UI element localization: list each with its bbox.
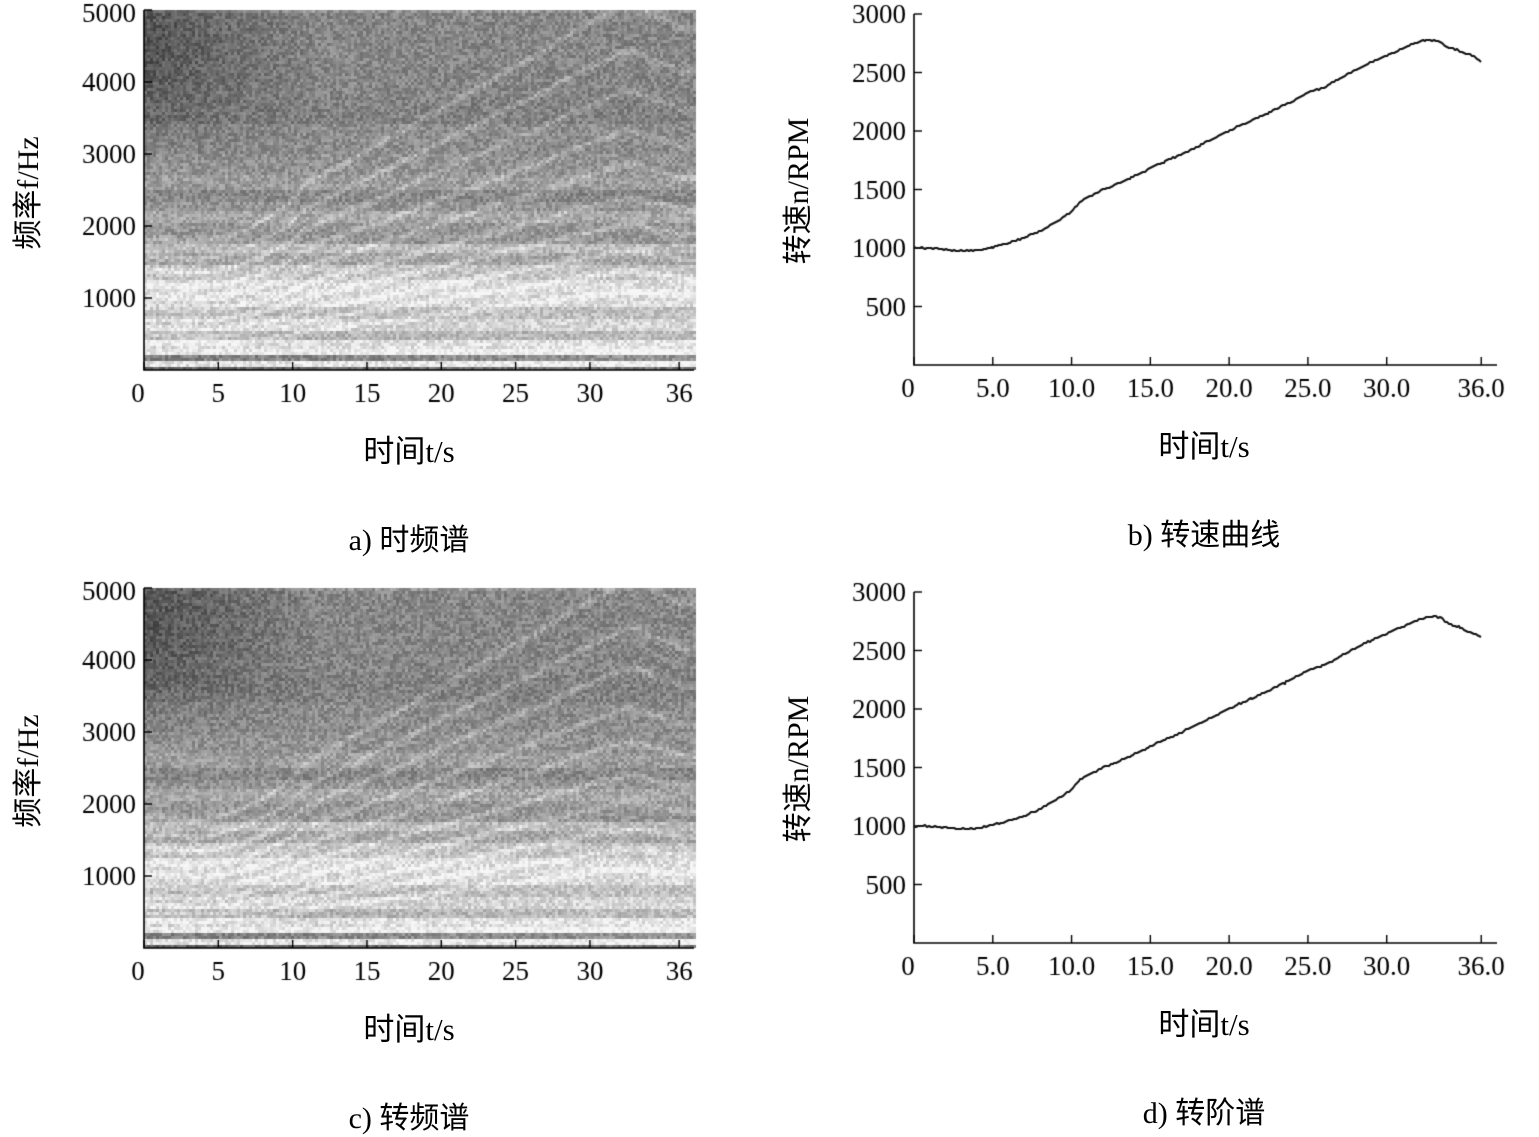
spectrogram-a-canvas [44,0,704,420]
y-axis-label-a: 频率f/Hz [12,136,45,250]
plot-area-b: 转速n/RPM [778,0,1533,415]
y-axis-label-c: 频率f/Hz [12,714,45,828]
figure-c-order-frequency-spectrum: 频率f/Hz 时间t/s c) 转频谱 [8,578,756,1137]
caption-c: c) 转频谱 [348,1102,470,1135]
y-axis-label-b: 转速n/RPM [782,117,815,265]
y-axis-label-d: 转速n/RPM [782,695,815,843]
speed-curve-d-canvas [814,578,1519,993]
caption-d: d) 转阶谱 [1142,1097,1266,1130]
x-axis-label-a: 时间t/s [363,434,455,469]
x-axis-label-c: 时间t/s [363,1012,455,1047]
plot-area-d: 转速n/RPM [778,578,1533,993]
plot-area-c: 频率f/Hz [8,578,756,998]
figure-a-time-frequency-spectrum: 频率f/Hz 时间t/s a) 时频谱 [8,0,756,559]
spectrogram-c-canvas [44,578,704,998]
figure-b-speed-curve: 转速n/RPM 时间t/s b) 转速曲线 [778,0,1533,554]
x-axis-label-b: 时间t/s [1158,429,1250,464]
caption-b: b) 转速曲线 [1127,519,1281,552]
x-axis-label-d: 时间t/s [1158,1007,1250,1042]
plot-area-a: 频率f/Hz [8,0,756,420]
figure-d-order-spectrum: 转速n/RPM 时间t/s d) 转阶谱 [778,578,1533,1132]
speed-curve-b-canvas [814,0,1519,415]
caption-a: a) 时频谱 [348,524,470,557]
